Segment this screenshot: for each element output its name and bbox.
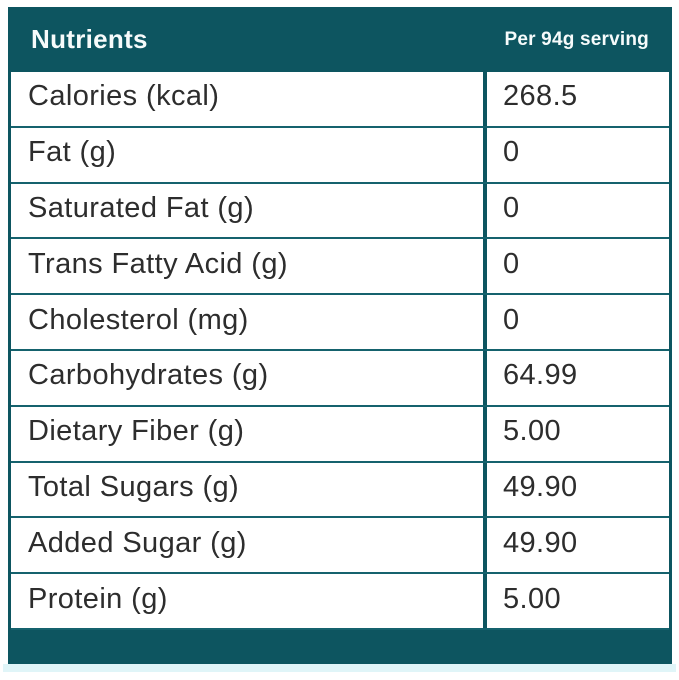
table-header: Nutrients Per 94g serving — [11, 7, 669, 72]
nutrient-value: 5.00 — [483, 406, 669, 461]
table-row: Trans Fatty Acid (g) 0 — [11, 239, 669, 296]
bottom-edge-strip — [3, 664, 676, 672]
nutrient-value: 0 — [483, 295, 669, 349]
table-row: Total Sugars (g) 49.90 — [11, 462, 669, 519]
nutrient-label: Saturated Fat (g) — [28, 191, 255, 224]
nutrient-label: Fat (g) — [28, 136, 117, 169]
nutrient-value: 0 — [483, 239, 669, 294]
nutrient-label: Carbohydrates (g) — [28, 359, 269, 392]
nutrient-value: 268.5 — [483, 72, 669, 126]
table-row: Fat (g) 0 — [11, 127, 669, 184]
table-title: Nutrients — [31, 24, 148, 54]
table-row: Dietary Fiber (g) 5.00 — [11, 406, 669, 463]
nutrient-value: 49.90 — [483, 462, 669, 517]
table-row: Added Sugar (g) 49.90 — [11, 518, 669, 575]
table-row: Saturated Fat (g) 0 — [11, 183, 669, 240]
nutrient-label: Dietary Fiber (g) — [28, 415, 245, 448]
nutrient-value: 0 — [483, 127, 669, 182]
table-row: Protein (g) 5.00 — [11, 574, 669, 630]
table-footer-bar — [11, 630, 669, 664]
serving-size-label: Per 94g serving — [504, 28, 649, 50]
nutrient-label: Protein (g) — [28, 582, 168, 615]
nutrition-table: Nutrients Per 94g serving Calories (kcal… — [3, 7, 676, 672]
nutrient-label: Total Sugars (g) — [28, 470, 240, 503]
nutrient-label: Trans Fatty Acid (g) — [28, 247, 288, 280]
nutrient-label: Added Sugar (g) — [28, 526, 247, 559]
nutrient-value: 0 — [483, 183, 669, 238]
table-row: Carbohydrates (g) 64.99 — [11, 350, 669, 407]
table-row: Cholesterol (mg) 0 — [11, 295, 669, 351]
nutrition-rows: Calories (kcal) 268.5 Fat (g) 0 Saturated Fa… — [11, 72, 669, 630]
nutrient-label: Calories (kcal) — [28, 80, 220, 113]
table-row: Calories (kcal) 268.5 — [11, 72, 669, 128]
nutrient-value: 64.99 — [483, 350, 669, 405]
nutrient-value: 5.00 — [483, 574, 669, 628]
nutrient-label: Cholesterol (mg) — [28, 303, 249, 336]
nutrient-value: 49.90 — [483, 518, 669, 573]
